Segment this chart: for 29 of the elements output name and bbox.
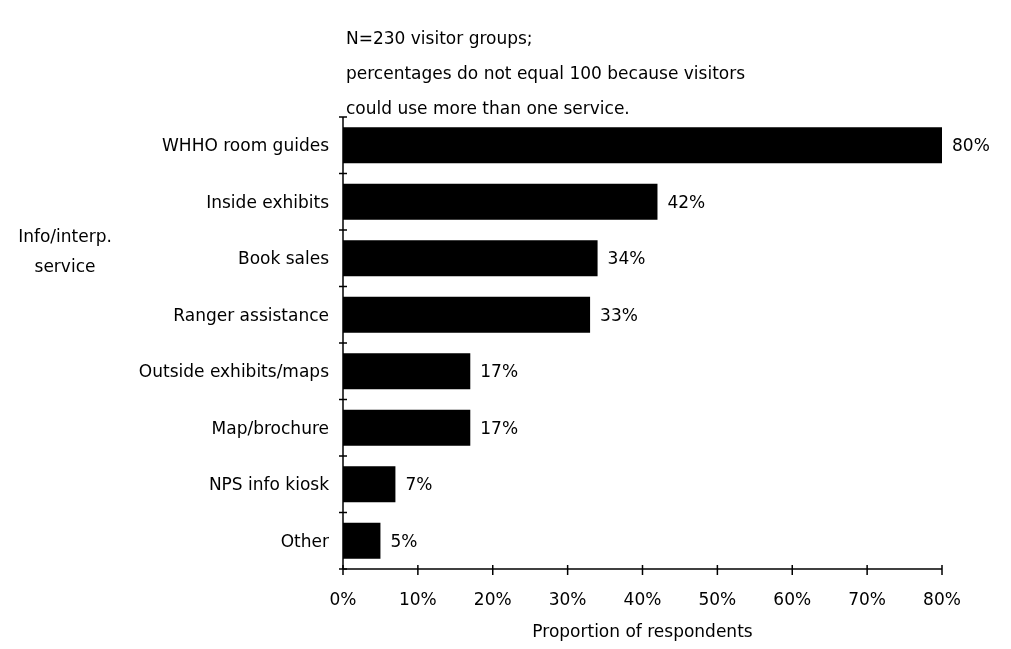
x-tick-label: 0% [329, 588, 357, 609]
data-label: 17% [480, 417, 519, 438]
x-tick-label: 80% [923, 588, 961, 609]
y-tick-label: Map/brochure [211, 417, 329, 438]
y-tick-label: NPS info kiosk [208, 474, 330, 495]
x-tick-label: 30% [548, 588, 587, 609]
data-label: 17% [480, 361, 519, 382]
x-tick-label: 10% [398, 588, 437, 609]
x-tick-label: 20% [473, 588, 512, 609]
data-label: 34% [607, 248, 646, 269]
x-tick-label: 70% [848, 588, 887, 609]
x-axis-title: Proportion of respondents [532, 620, 753, 641]
data-label: 42% [667, 191, 706, 212]
y-tick-label: Outside exhibits/maps [138, 361, 330, 382]
y-tick-label: Ranger assistance [173, 304, 329, 325]
data-label: 33% [600, 304, 638, 325]
data-label: 80% [952, 135, 990, 156]
y-tick-label: WHHO room guides [162, 135, 330, 156]
y-tick-label: Book sales [237, 248, 330, 269]
annotation: percentages do not equal 100 because visitors could use more than one service. [346, 63, 746, 118]
x-tick-label: 60% [773, 588, 812, 609]
data-label: 5% [390, 530, 418, 551]
y-axis-title: Info/interp. service [18, 226, 112, 276]
y-tick-label: Inside exhibits [206, 191, 330, 212]
text: N=230 visitor groups; [346, 28, 533, 48]
x-tick-label: 50% [698, 588, 737, 609]
data-label: 7% [405, 474, 433, 495]
x-tick-label: 40% [623, 588, 662, 609]
y-tick-label: Other [280, 530, 329, 551]
